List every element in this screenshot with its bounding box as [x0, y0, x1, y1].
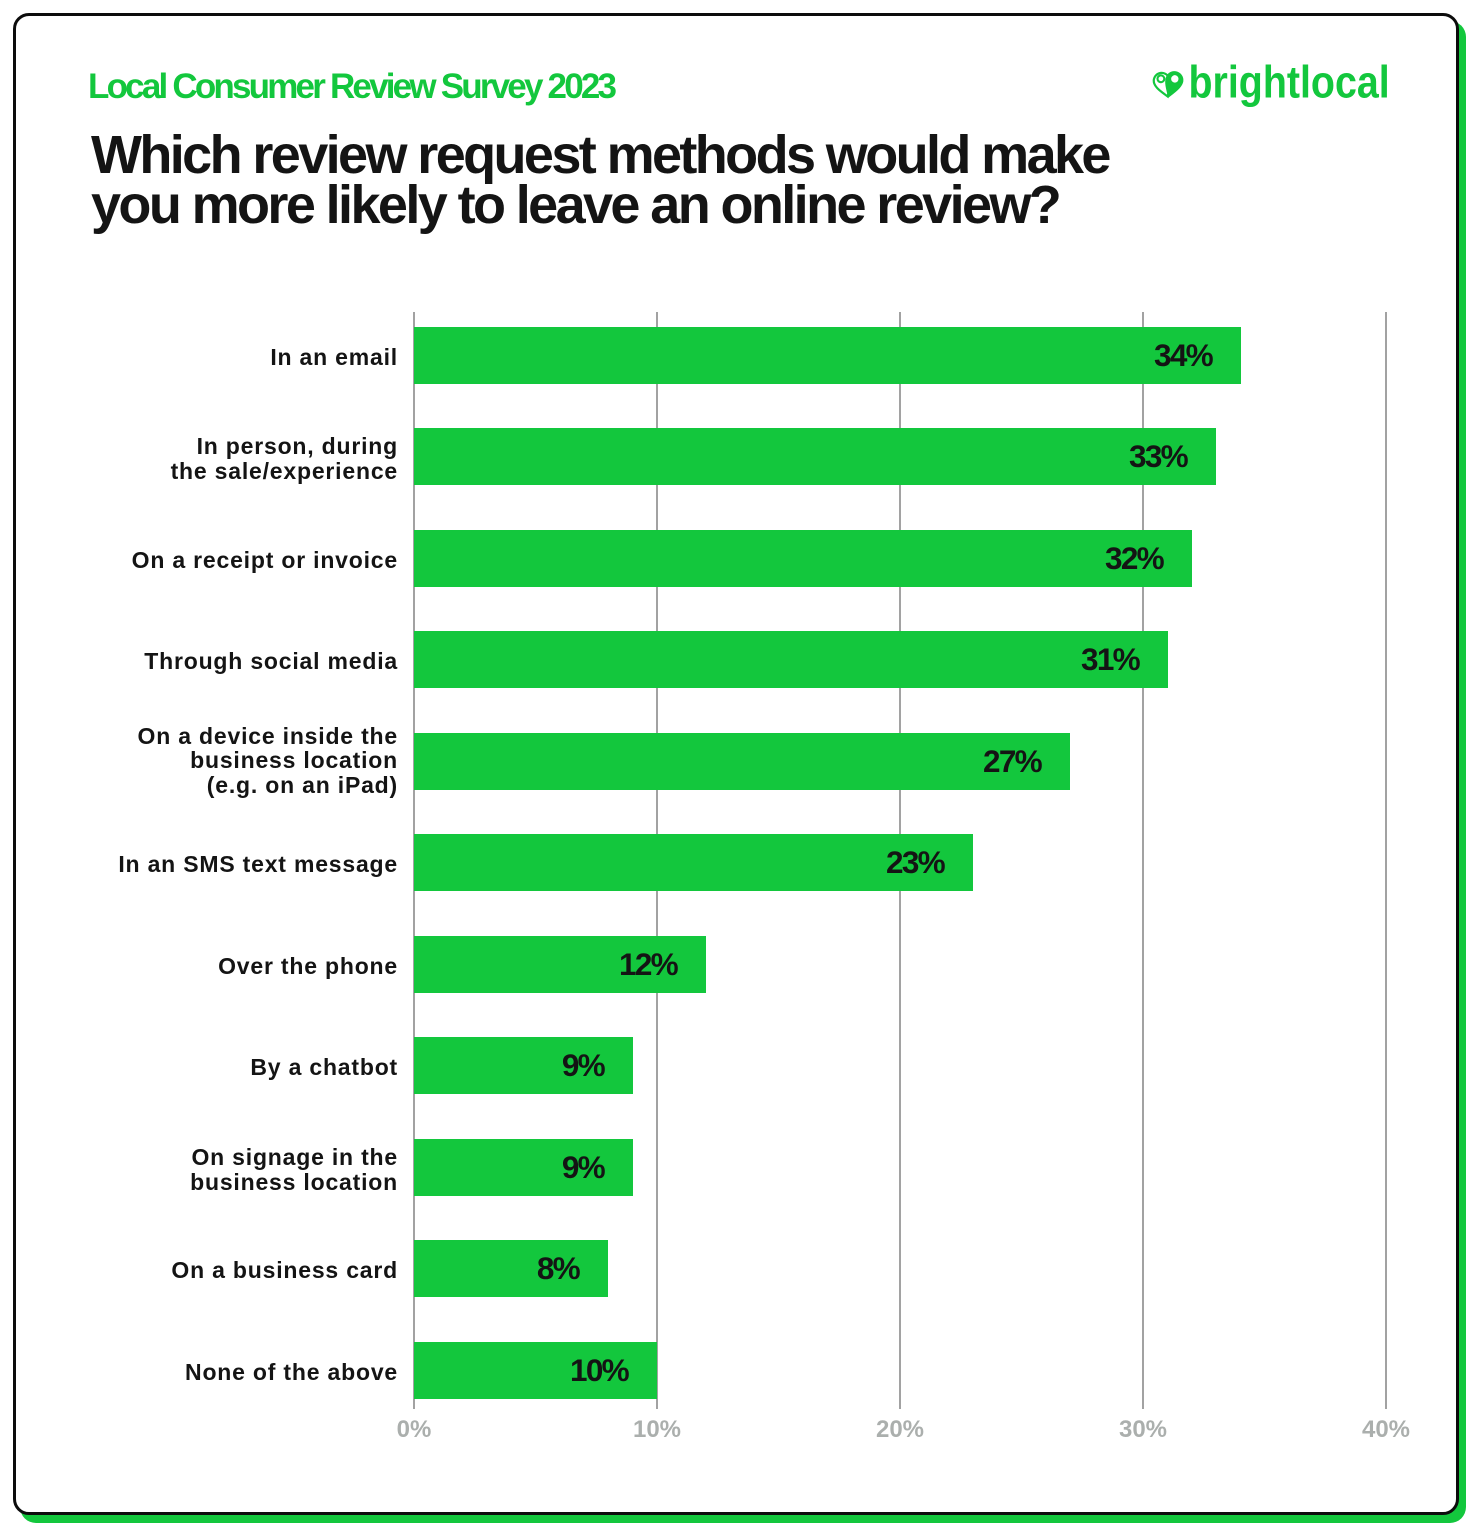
- svg-text:brightlocal: brightlocal: [1189, 60, 1390, 107]
